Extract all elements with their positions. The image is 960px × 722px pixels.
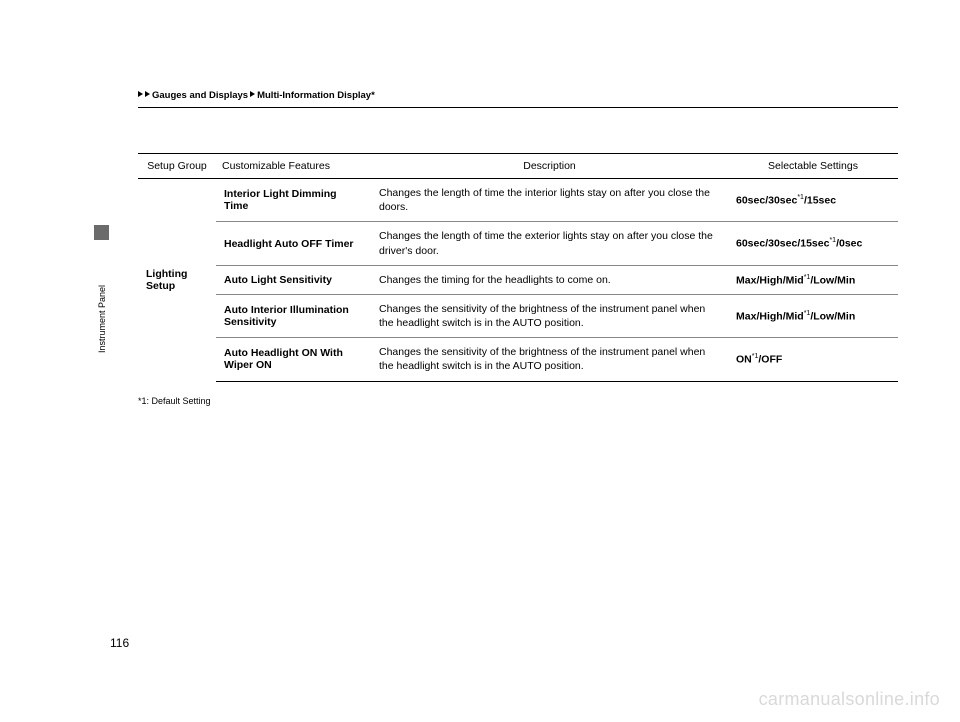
description-cell: Changes the sensitivity of the brightnes… bbox=[371, 338, 728, 381]
default-marker: *1 bbox=[797, 194, 804, 201]
th-description: Description bbox=[371, 154, 728, 179]
breadcrumb: Gauges and Displays Multi-Information Dis… bbox=[138, 90, 898, 101]
settings-cell: 60sec/30sec*1/15sec bbox=[728, 179, 898, 222]
default-marker: *1 bbox=[804, 274, 811, 281]
table-row: Lighting SetupInterior Light Dimming Tim… bbox=[138, 179, 898, 222]
th-group: Setup Group bbox=[138, 154, 216, 179]
settings-cell: 60sec/30sec/15sec*1/0sec bbox=[728, 222, 898, 265]
feature-cell: Auto Interior Illumination Sensitivity bbox=[216, 294, 371, 337]
side-tab-marker bbox=[94, 225, 109, 240]
description-cell: Changes the length of time the exterior … bbox=[371, 222, 728, 265]
triangle-icon bbox=[138, 91, 143, 97]
breadcrumb-part-1: Gauges and Displays bbox=[152, 90, 248, 101]
description-cell: Changes the length of time the interior … bbox=[371, 179, 728, 222]
feature-cell: Headlight Auto OFF Timer bbox=[216, 222, 371, 265]
table-header-row: Setup Group Customizable Features Descri… bbox=[138, 154, 898, 179]
feature-cell: Interior Light Dimming Time bbox=[216, 179, 371, 222]
th-feature: Customizable Features bbox=[216, 154, 371, 179]
description-cell: Changes the sensitivity of the brightnes… bbox=[371, 294, 728, 337]
settings-cell: Max/High/Mid*1/Low/Min bbox=[728, 265, 898, 294]
settings-cell: Max/High/Mid*1/Low/Min bbox=[728, 294, 898, 337]
settings-table: Setup Group Customizable Features Descri… bbox=[138, 153, 898, 382]
description-cell: Changes the timing for the headlights to… bbox=[371, 265, 728, 294]
breadcrumb-star: * bbox=[371, 90, 375, 101]
feature-cell: Auto Headlight ON With Wiper ON bbox=[216, 338, 371, 381]
feature-cell: Auto Light Sensitivity bbox=[216, 265, 371, 294]
side-tab-label: Instrument Panel bbox=[97, 285, 107, 353]
page-number: 116 bbox=[110, 636, 129, 650]
watermark: carmanualsonline.info bbox=[759, 689, 940, 710]
page-content: Gauges and Displays Multi-Information Dis… bbox=[138, 90, 898, 406]
th-settings: Selectable Settings bbox=[728, 154, 898, 179]
triangle-icon bbox=[250, 91, 255, 97]
default-marker: *1 bbox=[829, 237, 836, 244]
settings-cell: ON*1/OFF bbox=[728, 338, 898, 381]
breadcrumb-part-2: Multi-Information Display bbox=[257, 90, 371, 101]
default-marker: *1 bbox=[804, 310, 811, 317]
header-rule bbox=[138, 107, 898, 108]
default-marker: *1 bbox=[752, 353, 759, 360]
footnote: *1: Default Setting bbox=[138, 396, 898, 406]
table-row: Headlight Auto OFF TimerChanges the leng… bbox=[138, 222, 898, 265]
table-row: Auto Interior Illumination SensitivityCh… bbox=[138, 294, 898, 337]
triangle-icon bbox=[145, 91, 150, 97]
table-body: Lighting SetupInterior Light Dimming Tim… bbox=[138, 179, 898, 382]
table-row: Auto Headlight ON With Wiper ONChanges t… bbox=[138, 338, 898, 381]
group-cell: Lighting Setup bbox=[138, 179, 216, 382]
table-row: Auto Light SensitivityChanges the timing… bbox=[138, 265, 898, 294]
side-tab: Instrument Panel bbox=[94, 225, 109, 355]
